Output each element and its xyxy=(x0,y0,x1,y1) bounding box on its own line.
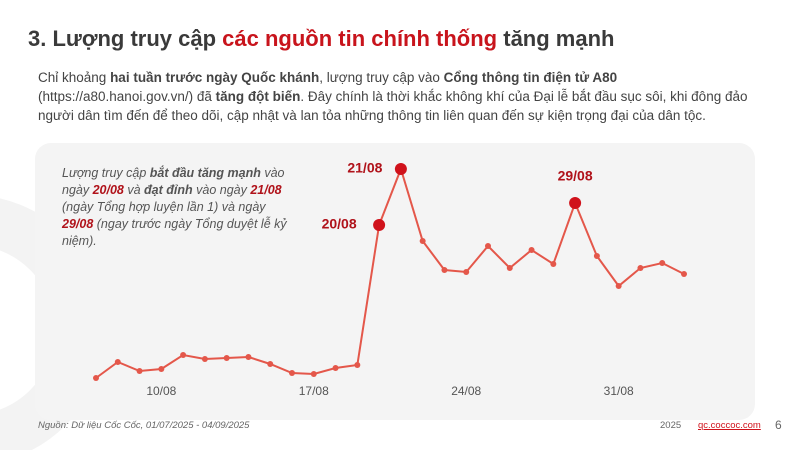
year: 2025 xyxy=(660,420,682,431)
point xyxy=(506,265,513,271)
text-run: vào ngày xyxy=(62,166,285,197)
text-run: (https://a80.hanoi.gov.vn/) đã xyxy=(38,89,216,104)
source: Nguồn: Dữ liệu Cốc Cốc, 01/07/2025 - 04/… xyxy=(38,420,250,431)
point xyxy=(93,375,99,381)
page-number: 6 xyxy=(775,418,782,432)
point xyxy=(354,362,361,368)
point xyxy=(441,267,448,273)
text-run: bắt đầu tăng mạnh xyxy=(149,166,261,180)
point xyxy=(550,261,557,267)
highlight-label: 29/08 xyxy=(558,168,593,184)
point xyxy=(485,243,491,249)
text-run: . Đây chính là thời khắc không khí của Đ… xyxy=(38,89,748,123)
intro: Chỉ khoảng hai tuần trước ngày Quốc khán… xyxy=(38,68,768,125)
point xyxy=(681,271,687,277)
text-run: 29/08 xyxy=(62,217,94,231)
text-run: 21/08 xyxy=(250,183,282,197)
highlight-point xyxy=(569,197,582,209)
point xyxy=(136,368,143,374)
highlight-label: 21/08 xyxy=(347,160,382,176)
point xyxy=(180,352,187,358)
text-run: (ngày Tổng hợp luyện lần 1) và ngày xyxy=(62,200,266,214)
point xyxy=(528,247,535,253)
point xyxy=(332,365,339,371)
text-run: , lượng truy cập vào xyxy=(319,70,444,85)
title: 3. Lượng truy cập các nguồn tin chính th… xyxy=(28,26,614,52)
line xyxy=(95,165,685,379)
text-run: Lượng truy cập xyxy=(62,166,150,180)
point xyxy=(223,355,230,361)
text-run: đạt đỉnh xyxy=(144,183,193,197)
highlight-point xyxy=(373,219,386,231)
x-tick-label: 24/08 xyxy=(451,384,481,398)
text-run: tăng mạnh xyxy=(497,26,615,51)
text-run: 3. Lượng truy cập xyxy=(28,26,223,51)
point xyxy=(310,371,317,377)
point xyxy=(637,265,644,271)
callout: Lượng truy cập bắt đầu tăng mạnh vào ngà… xyxy=(62,165,297,250)
text-run: vào ngày xyxy=(192,183,251,197)
x-tick-label: 10/08 xyxy=(146,384,176,398)
point xyxy=(419,238,426,244)
point xyxy=(615,283,622,289)
text-run: tăng đột biến xyxy=(215,89,301,104)
point xyxy=(593,253,600,259)
chart-card xyxy=(35,143,755,420)
point xyxy=(289,370,295,376)
text-run: và xyxy=(123,183,145,197)
x-tick-label: 31/08 xyxy=(604,384,634,398)
text-run: (ngay trước ngày Tổng duyệt lễ kỷ niệm). xyxy=(62,217,287,248)
text-run: các nguồn tin chính thống xyxy=(222,26,498,51)
highlight-point xyxy=(394,163,407,175)
point xyxy=(267,361,274,367)
text-run: hai tuần trước ngày Quốc khánh xyxy=(110,70,320,85)
point xyxy=(245,354,252,360)
site-link[interactable]: qc.coccoc.com xyxy=(698,420,761,431)
point xyxy=(201,356,208,362)
text-run: Chỉ khoảng xyxy=(38,70,111,85)
text-run: 20/08 xyxy=(92,183,124,197)
point xyxy=(463,269,470,275)
point xyxy=(114,359,121,365)
text-run: Cổng thông tin điện tử A80 xyxy=(443,70,618,85)
x-tick-label: 17/08 xyxy=(299,384,329,398)
highlight-label: 20/08 xyxy=(322,216,357,232)
point xyxy=(659,260,666,266)
point xyxy=(158,366,165,372)
